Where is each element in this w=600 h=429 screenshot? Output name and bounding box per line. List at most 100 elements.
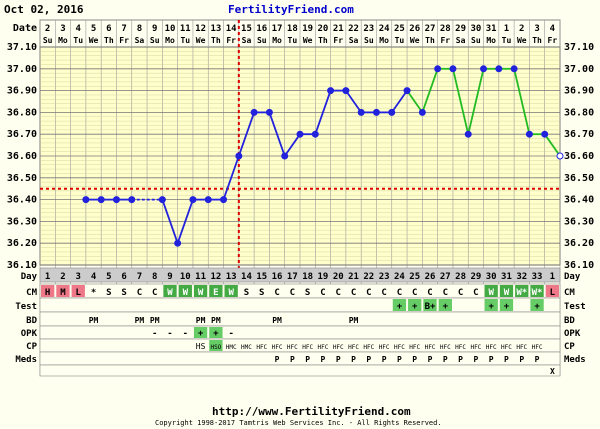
cp-value: HMC [226, 344, 237, 351]
date-label: 2 [45, 24, 50, 34]
cycle-day-label: 11 [195, 272, 206, 282]
meds-value: P [443, 355, 448, 364]
cm-cell-bg [484, 285, 498, 297]
site-link[interactable]: FertilityFriend.com [228, 3, 354, 16]
cm-value: C [427, 288, 432, 298]
date-label: 7 [121, 24, 126, 34]
y-tick-label-left: 37.00 [7, 64, 37, 75]
cm-value: W [198, 288, 204, 298]
row-label-cp-left: CP [26, 342, 37, 352]
cm-value: E [213, 288, 218, 298]
meds-value: P [458, 355, 463, 364]
cm-value: W [228, 288, 234, 298]
opk-value: - [167, 329, 172, 339]
temp-segment [421, 68, 439, 113]
cp-value: HFC [302, 344, 313, 351]
cycle-day-label: 2 [60, 272, 65, 282]
date-label: 23 [363, 24, 374, 34]
cycle-day-label: 1 [45, 272, 50, 282]
temp-point [250, 108, 258, 116]
test-value: + [412, 302, 418, 312]
temp-point [449, 65, 457, 73]
cm-value: L [76, 288, 82, 298]
y-tick-label-right: 36.30 [564, 216, 594, 227]
date-label: 22 [348, 24, 359, 34]
opk-value: - [152, 329, 157, 339]
cp-value: HFC [470, 344, 481, 351]
row-label-cp-right: CP [564, 342, 575, 352]
cm-value: C [152, 288, 157, 298]
cycle-day-label: 8 [152, 272, 157, 282]
temp-segment [452, 68, 470, 135]
cm-value: S [121, 288, 126, 298]
temp-segment [467, 68, 485, 135]
weekday-label: Tu [288, 36, 298, 45]
cm-value: W [167, 288, 173, 298]
row-opk [39, 325, 561, 340]
cm-cell-bg [71, 285, 85, 297]
y-tick-label-right: 37.00 [564, 64, 594, 75]
cm-value: H [45, 288, 50, 298]
temp-point [220, 196, 228, 204]
date-label: 6 [106, 24, 111, 34]
bd-value: PM [196, 316, 206, 325]
temp-point [189, 196, 197, 204]
cycle-day-label: 3 [76, 272, 81, 282]
weekday-label: Tu [502, 36, 512, 45]
cm-value: W [183, 288, 189, 298]
cycle-day-label: 12 [210, 272, 221, 282]
weekday-label: We [196, 36, 206, 45]
date-label: 14 [226, 24, 237, 34]
weekday-label: We [517, 36, 527, 45]
y-tick-label-right: 36.90 [564, 86, 594, 97]
weekday-label: We [303, 36, 313, 45]
date-label: 13 [210, 24, 221, 34]
cp-value: HFC [425, 344, 436, 351]
cm-cell-bg [41, 285, 55, 297]
cp-value: HFC [394, 344, 405, 351]
row-label-test-left: Test [15, 302, 37, 312]
weekday-label: Su [471, 36, 481, 45]
date-label: 27 [425, 24, 436, 34]
opk-cell-bg [193, 327, 208, 338]
meds-value: P [489, 355, 494, 364]
temp-point [97, 196, 105, 204]
cp-cell-bg [209, 340, 223, 351]
cm-value: C [274, 288, 279, 298]
temp-point [204, 196, 212, 204]
weekday-label: Sa [456, 36, 466, 45]
cycle-day-label: 13 [226, 272, 237, 282]
y-tick-label-left: 36.10 [7, 260, 37, 271]
row-cp [39, 338, 561, 353]
meds-value: P [321, 355, 326, 364]
meds-value: P [290, 355, 295, 364]
temp-point [82, 196, 90, 204]
cycle-day-label: 28 [455, 272, 466, 282]
meds-value: P [382, 355, 387, 364]
temp-segment [314, 90, 332, 135]
weekday-label: Su [257, 36, 267, 45]
date-label: 11 [180, 24, 191, 34]
date-label: 3 [534, 24, 539, 34]
weekday-label: Tu [395, 36, 405, 45]
meds-value: P [428, 355, 433, 364]
meds-value: P [412, 355, 417, 364]
meds-value: P [473, 355, 478, 364]
footer-url[interactable]: http://www.FertilityFriend.com [212, 405, 411, 418]
temp-point [434, 65, 442, 73]
cm-value: C [397, 288, 402, 298]
weekday-label: Su [364, 36, 374, 45]
temp-segment [268, 112, 286, 157]
weekday-label: Th [104, 36, 114, 45]
weekday-label: Th [211, 36, 221, 45]
cycle-day-label: 21 [348, 272, 359, 282]
footer-copyright: Copyright 1998-2017 Tamtris Web Services… [155, 419, 442, 427]
y-tick-label-left: 36.20 [7, 238, 37, 249]
temp-point [128, 196, 136, 204]
cm-value: C [320, 288, 325, 298]
cm-cell-bg [545, 285, 559, 297]
temp-point [281, 152, 289, 160]
cp-value: HS [196, 342, 206, 351]
cm-value: C [336, 288, 341, 298]
temp-segment [161, 199, 179, 244]
